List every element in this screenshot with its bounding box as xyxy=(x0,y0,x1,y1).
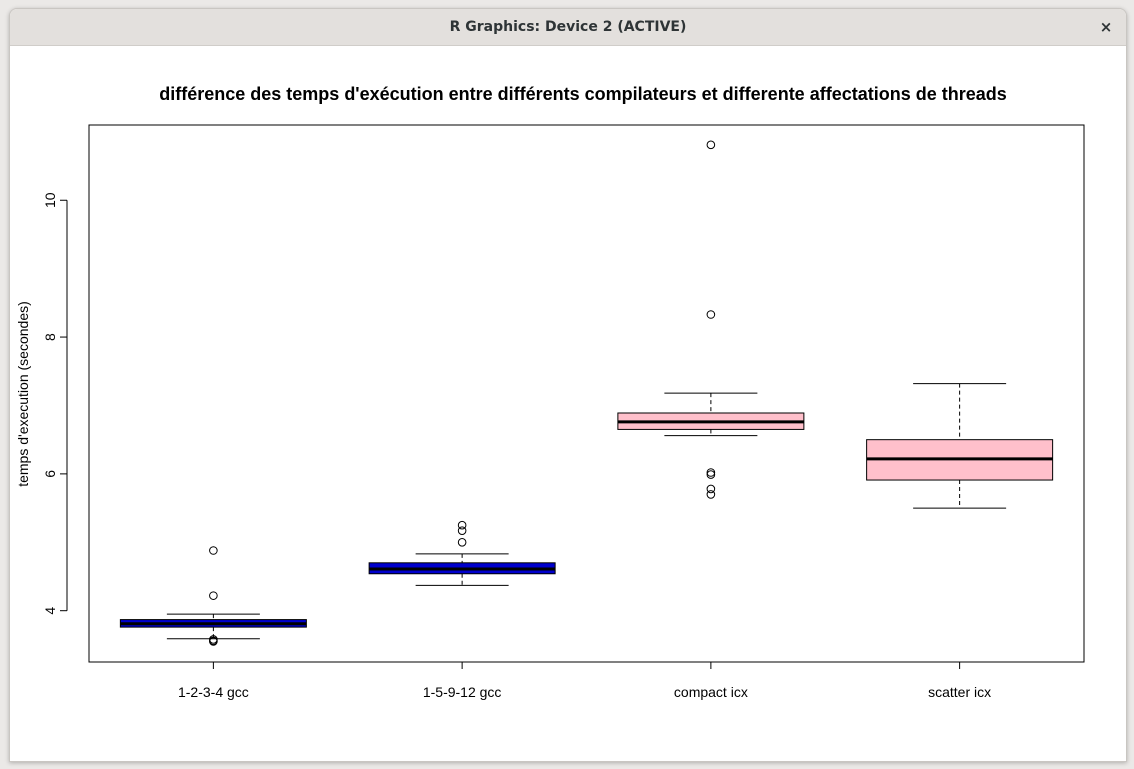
plot-frame xyxy=(88,124,1085,663)
outlier-point xyxy=(457,526,467,535)
outlier-point xyxy=(457,537,467,547)
x-tick-label-0: 1-2-3-4 gcc xyxy=(178,684,249,700)
y-axis: 4 6 8 10 xyxy=(42,192,68,615)
y-axis-label: temps d'execution (secondes) xyxy=(15,301,31,487)
outlier-point xyxy=(209,546,218,555)
outlier-point xyxy=(706,470,716,479)
box-2 xyxy=(617,140,805,499)
outlier-point xyxy=(209,637,218,646)
x-tick-label-2: compact icx xyxy=(674,684,748,700)
window-title: R Graphics: Device 2 (ACTIVE) xyxy=(449,19,687,35)
box-1 xyxy=(368,520,556,586)
box-0 xyxy=(119,546,307,646)
outlier-point xyxy=(457,520,467,530)
title-bar[interactable]: R Graphics: Device 2 (ACTIVE) × xyxy=(10,9,1126,46)
outlier-point xyxy=(706,484,716,494)
y-tick-label-6: 6 xyxy=(42,470,58,478)
boxplot-chart: différence des temps d'exécution entre d… xyxy=(15,84,1085,700)
x-tick-label-3: scatter icx xyxy=(928,684,991,700)
box-3 xyxy=(866,383,1054,509)
y-tick-label-10: 10 xyxy=(42,192,58,208)
x-tick-label-1: 1-5-9-12 gcc xyxy=(423,684,502,700)
y-tick-label-4: 4 xyxy=(42,607,58,615)
x-axis: 1-2-3-4 gcc 1-5-9-12 gcc compact icx scatte… xyxy=(178,662,991,700)
outlier-point xyxy=(706,310,716,319)
y-tick-label-8: 8 xyxy=(42,333,58,341)
outlier-point xyxy=(706,468,716,477)
graphics-window: R Graphics: Device 2 (ACTIVE) × différen… xyxy=(9,8,1127,762)
outlier-point xyxy=(706,140,716,150)
outlier-point xyxy=(706,490,716,499)
close-button[interactable]: × xyxy=(1099,18,1113,36)
boxes-group xyxy=(119,140,1054,646)
outlier-point xyxy=(209,591,218,600)
chart-title: différence des temps d'exécution entre d… xyxy=(159,84,1007,104)
